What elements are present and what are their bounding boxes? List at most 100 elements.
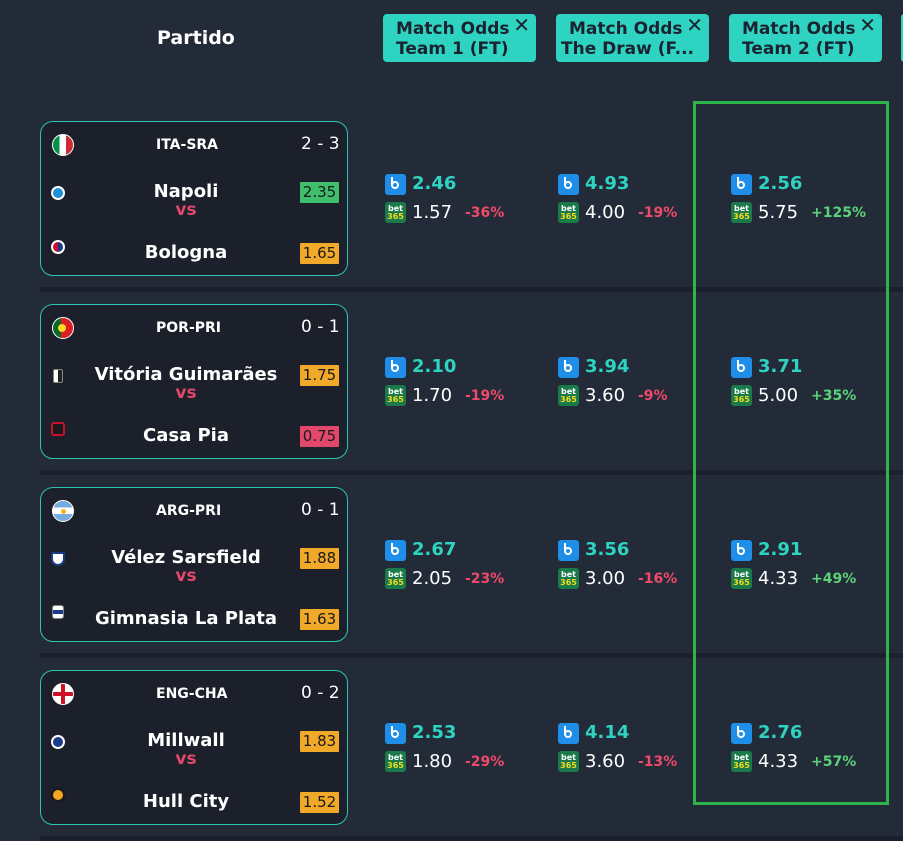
odds-cell-draw[interactable]: 3.94 bet 365 3.60 -9% xyxy=(558,356,708,417)
odd-diff: -29% xyxy=(465,754,505,770)
b-logo-icon xyxy=(558,174,579,195)
bet365-odd: 2.05 xyxy=(412,568,453,589)
bet365-icon: bet 365 xyxy=(731,202,752,223)
bet365-text: 365 xyxy=(733,395,750,404)
league-code: ITA-SRA xyxy=(156,137,219,153)
odds-cell-team1[interactable]: 2.46 bet 365 1.57 -36% xyxy=(385,173,535,234)
column-chip-draw[interactable]: Match Odds The Draw (F... ✕ xyxy=(556,14,709,62)
column-chip-team1[interactable]: Match Odds Team 1 (FT) ✕ xyxy=(383,14,536,62)
close-icon[interactable]: ✕ xyxy=(513,14,530,37)
b-logo-icon xyxy=(558,723,579,744)
bet365-odd: 4.33 xyxy=(758,568,799,589)
odds-cell-draw[interactable]: 4.93 bet 365 4.00 -19% xyxy=(558,173,708,234)
match-card[interactable]: ENG-CHA 0 - 2 Millwall 1.83 vs Hull City… xyxy=(40,670,348,825)
match-score: 0 - 1 xyxy=(301,317,340,337)
team2-name: Hull City xyxy=(142,791,230,812)
odd-diff: -16% xyxy=(638,571,678,587)
bet365-text: bet xyxy=(734,753,749,762)
bet365-text: bet xyxy=(561,387,576,396)
league-code: ARG-PRI xyxy=(156,503,222,519)
row-divider xyxy=(40,653,903,658)
odds-cell-team2[interactable]: 3.71 bet 365 5.00 +35% xyxy=(731,356,881,417)
odds-cell-team1[interactable]: 2.67 bet 365 2.05 -23% xyxy=(385,539,535,600)
league-code: ENG-CHA xyxy=(156,686,228,702)
bologna-badge-icon xyxy=(51,240,65,254)
column-chip-line1: Match Odds xyxy=(396,19,510,39)
bet365-icon: bet 365 xyxy=(385,385,406,406)
team2-odd: 1.65 xyxy=(300,243,339,264)
row-divider xyxy=(40,470,903,475)
bet365-icon: bet 365 xyxy=(731,751,752,772)
b-logo-icon xyxy=(731,357,752,378)
team1-name: Napoli xyxy=(153,181,219,202)
column-chip-partial[interactable] xyxy=(901,14,903,62)
column-chip-line2: Team 2 (FT) xyxy=(742,39,855,59)
odds-cell-team2[interactable]: 2.76 bet 365 4.33 +57% xyxy=(731,722,881,783)
team1-name: Vélez Sarsfield xyxy=(111,547,261,568)
odds-cell-team2[interactable]: 2.91 bet 365 4.33 +49% xyxy=(731,539,881,600)
odd-diff: -9% xyxy=(638,388,668,404)
b-logo-icon xyxy=(558,357,579,378)
close-icon[interactable]: ✕ xyxy=(859,14,876,37)
odds-cell-draw[interactable]: 4.14 bet 365 3.60 -13% xyxy=(558,722,708,783)
b-logo-icon xyxy=(385,174,406,195)
bet365-odd: 1.80 xyxy=(412,751,453,772)
odd-diff: -36% xyxy=(465,205,505,221)
cross-vertical xyxy=(61,684,65,704)
bet365-text: bet xyxy=(561,570,576,579)
column-chip-line2: Team 1 (FT) xyxy=(396,39,509,59)
bet365-text: 365 xyxy=(387,578,404,587)
velez-badge-icon xyxy=(51,552,65,566)
match-score: 0 - 1 xyxy=(301,500,340,520)
bet365-odd: 1.57 xyxy=(412,202,453,223)
bet365-text: 365 xyxy=(733,212,750,221)
casa-pia-badge-icon xyxy=(51,422,65,436)
odd-diff: -23% xyxy=(465,571,505,587)
portugal-flag-icon xyxy=(52,317,74,339)
odds-cell-team1[interactable]: 2.10 bet 365 1.70 -19% xyxy=(385,356,535,417)
team2-column-highlight xyxy=(693,101,889,805)
best-odd: 2.67 xyxy=(412,539,457,560)
team2-odd: 1.63 xyxy=(300,609,339,630)
odds-cell-team2[interactable]: 2.56 bet 365 5.75 +125% xyxy=(731,173,881,234)
best-odd: 2.53 xyxy=(412,722,457,743)
match-card[interactable]: ARG-PRI 0 - 1 Vélez Sarsfield 1.88 vs Gi… xyxy=(40,487,348,642)
best-odd: 4.93 xyxy=(585,173,630,194)
column-chip-team2[interactable]: Match Odds Team 2 (FT) ✕ xyxy=(729,14,882,62)
bet365-icon: bet 365 xyxy=(731,385,752,406)
b-logo-icon xyxy=(385,540,406,561)
team2-name: Casa Pia xyxy=(143,425,229,446)
close-icon[interactable]: ✕ xyxy=(686,14,703,37)
bet365-icon: bet 365 xyxy=(558,202,579,223)
bet365-odd: 3.00 xyxy=(585,568,626,589)
bet365-text: bet xyxy=(388,570,403,579)
team2-odd: 0.75 xyxy=(300,426,339,447)
match-card[interactable]: ITA-SRA 2 - 3 Napoli 2.35 vs Bologna 1.6… xyxy=(40,121,348,276)
bet365-text: bet xyxy=(388,204,403,213)
bet365-odd: 5.00 xyxy=(758,385,799,406)
argentina-flag-icon xyxy=(52,500,74,522)
match-card[interactable]: POR-PRI 0 - 1 Vitória Guimarães 1.75 vs … xyxy=(40,304,348,459)
bet365-text: 365 xyxy=(387,761,404,770)
vs-label: vs xyxy=(175,566,197,586)
bet365-text: 365 xyxy=(560,395,577,404)
odd-diff: +125% xyxy=(811,205,866,221)
bet365-text: bet xyxy=(561,753,576,762)
best-odd: 3.56 xyxy=(585,539,630,560)
bet365-text: bet xyxy=(388,753,403,762)
b-logo-icon xyxy=(558,540,579,561)
row-divider xyxy=(40,287,903,292)
odds-cell-team1[interactable]: 2.53 bet 365 1.80 -29% xyxy=(385,722,535,783)
bet365-text: 365 xyxy=(387,212,404,221)
odd-diff: +35% xyxy=(811,388,857,404)
bet365-text: 365 xyxy=(560,578,577,587)
odds-cell-draw[interactable]: 3.56 bet 365 3.00 -16% xyxy=(558,539,708,600)
vs-label: vs xyxy=(175,383,197,403)
england-flag-icon xyxy=(52,683,74,705)
bet365-text: bet xyxy=(561,204,576,213)
bet365-odd: 1.70 xyxy=(412,385,453,406)
best-odd: 2.46 xyxy=(412,173,457,194)
millwall-badge-icon xyxy=(51,735,65,749)
league-code: POR-PRI xyxy=(156,320,222,336)
column-chip-line2: The Draw (F... xyxy=(561,39,694,59)
